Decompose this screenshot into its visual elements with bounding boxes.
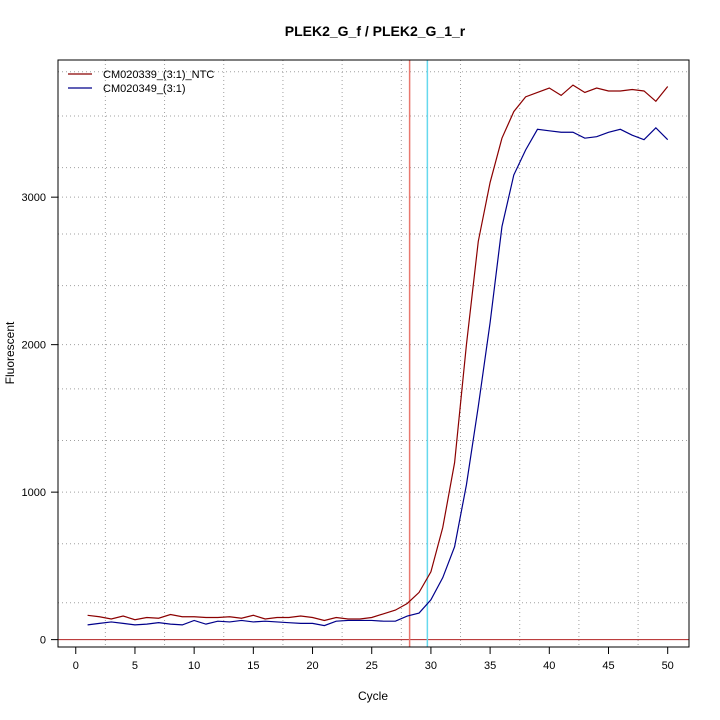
x-tick-label: 50	[662, 660, 674, 672]
x-tick-label: 35	[484, 660, 496, 672]
x-tick-label: 30	[425, 660, 437, 672]
series-line-2	[87, 126, 669, 627]
y-tick-label: 0	[40, 635, 46, 647]
legend-label-1: CM020339_(3:1)_NTC	[103, 69, 214, 81]
legend: CM020339_(3:1)_NTC CM020349_(3:1)	[68, 69, 214, 95]
series-group	[87, 84, 669, 627]
x-tick-label: 0	[73, 660, 79, 672]
y-tick-label: 3000	[22, 192, 46, 204]
y-tick-label: 2000	[22, 340, 46, 352]
x-axis: 0 5 10 15 20 25 30 35 40 45 50	[73, 646, 674, 672]
x-tick-label: 10	[188, 660, 200, 672]
x-tick-label: 25	[366, 660, 378, 672]
x-tick-label: 5	[132, 660, 138, 672]
reference-lines	[58, 60, 689, 647]
y-tick-label: 1000	[22, 487, 46, 499]
x-tick-label: 40	[543, 660, 555, 672]
x-tick-label: 20	[306, 660, 318, 672]
chart-title: PLEK2_G_f / PLEK2_G_1_r	[285, 23, 466, 39]
series-line-1	[87, 84, 669, 622]
x-axis-label: Cycle	[358, 689, 388, 703]
legend-label-2: CM020349_(3:1)	[103, 83, 186, 95]
x-tick-label: 45	[602, 660, 614, 672]
y-axis: 0 1000 2000 3000	[22, 192, 59, 647]
y-axis-label: Fluorescent	[3, 321, 17, 384]
x-tick-label: 15	[247, 660, 259, 672]
